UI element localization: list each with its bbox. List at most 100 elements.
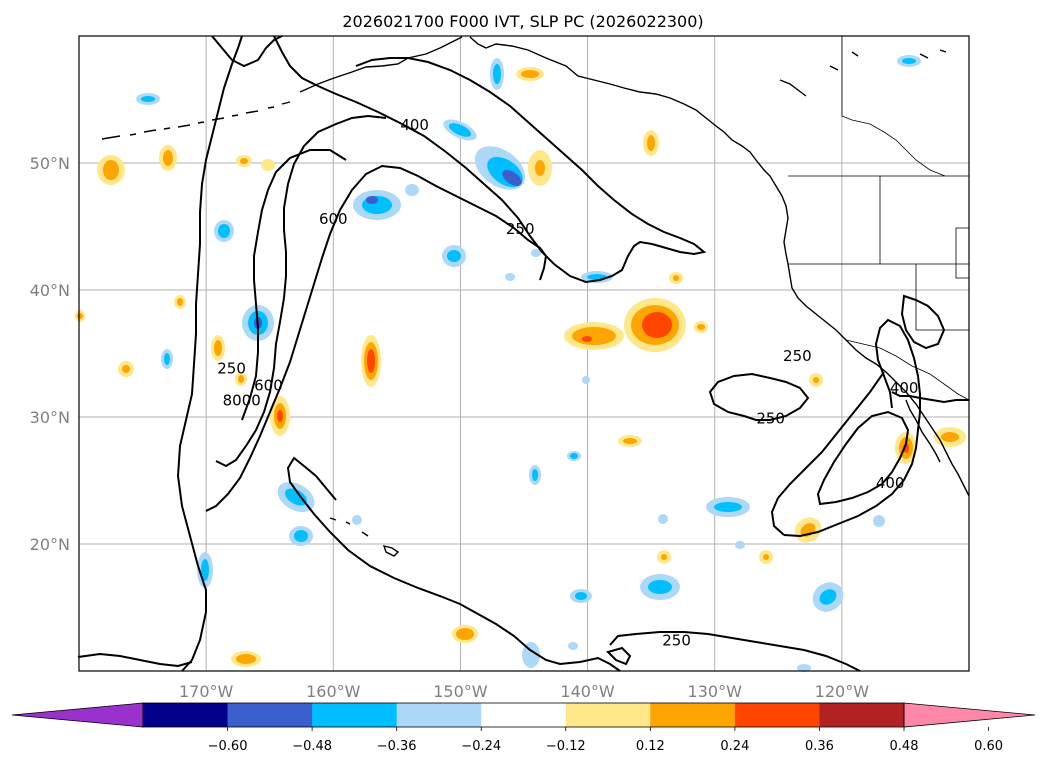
colorbar-tick-label: −0.60 [208,739,248,754]
contour-label: 250 [783,347,812,365]
contour-label: 250 [506,220,535,238]
anomaly-blob [582,376,590,384]
colorbar-tick-label: 0.36 [805,739,834,754]
anomaly-blob [657,550,671,564]
contour-label: 600 [254,376,283,394]
chart-title: 2026021700 F000 IVT, SLP PC (2026022300) [342,12,703,31]
coastline-north-america [299,36,970,497]
anomaly-blob [211,335,225,361]
anomaly-blob [270,396,290,436]
lat-tick-label: 50°N [30,154,70,173]
anomaly-blob [809,373,823,387]
anomaly-blob [528,150,552,186]
colorbar-tick-label: −0.36 [377,739,417,754]
anomaly-blob [352,515,362,525]
anomaly-blob [405,184,419,196]
contour-line [215,114,387,468]
lat-tick-label: 20°N [30,535,70,554]
anomaly-blob [97,155,125,185]
anomaly-blob [624,298,686,352]
anomaly-blob [934,427,966,447]
colorbar-tick-label: −0.12 [546,739,586,754]
anomaly-blob [643,130,659,156]
anomaly-blob [567,451,581,461]
latitude-tick-labels: 20°N 30°N 40°N 50°N [30,154,70,554]
anomaly-blob [161,349,173,369]
map-background [79,36,969,671]
colorbar-tick-label: 0.12 [636,739,665,754]
lat-tick-label: 40°N [30,281,70,300]
lat-tick-label: 30°N [30,408,70,427]
contour-line [241,149,347,421]
lon-tick-label: 140°W [560,682,615,701]
anomaly-blob [873,515,885,527]
shaded-anomalies [75,55,966,672]
colorbar-swatch [819,703,905,727]
colorbar-swatch [312,703,398,727]
colorbar-swatch [396,703,482,727]
colorbar-tick-label: −0.24 [461,739,501,754]
anomaly-blob [570,589,592,603]
anomaly-blob [694,321,708,333]
anomaly-blob [505,273,515,281]
contour-line [609,631,861,672]
anomaly-blob [564,322,624,350]
lon-tick-label: 130°W [688,682,743,701]
anomaly-blob [490,58,504,90]
anomaly-blob [640,574,680,600]
contour-line [891,391,969,404]
colorbar-swatch [734,703,820,727]
colorbar-outline [142,702,905,728]
border-canada-us [788,36,969,331]
colorbar-extend-low [11,702,144,728]
anomaly-blob [522,642,540,668]
anomaly-blob [568,642,578,650]
anomaly-blob [442,245,466,267]
anomaly-blob [529,465,541,485]
contour-line [770,371,885,536]
anomaly-blob [531,249,541,257]
anomaly-blob [75,310,85,322]
lon-tick-label: 120°W [815,682,870,701]
lon-tick-label: 170°W [179,682,234,701]
colorbar-swatch [481,703,567,727]
anomaly-blob [897,55,921,67]
contour-line [900,294,946,350]
contour-lines [77,35,969,672]
anomaly-blob [136,93,160,105]
contour-label: 400 [890,379,919,397]
contour-label: 250 [217,360,246,378]
anomaly-blob [658,514,668,524]
anomaly-blob [474,146,526,190]
coastlines [101,36,970,557]
anomaly-blob [277,481,315,513]
anomaly-blob [353,190,401,220]
anomaly-blob [443,119,477,141]
coastline-aleutians [101,101,291,140]
colorbar-swatch [565,703,651,727]
contour-label: 250 [756,409,785,427]
anomaly-blob [197,552,213,588]
anomaly-blob [735,541,745,549]
contour-label: 250 [662,632,691,650]
anomaly-blob [235,372,247,386]
contour-line [205,164,548,512]
contour-line [816,410,910,506]
anomaly-blob [289,526,313,546]
contour-label: 400 [400,116,429,134]
anomaly-blob [236,155,252,167]
anomaly-blob [759,550,773,564]
contour-label: 400 [876,474,905,492]
colorbar-swatch [143,703,229,727]
colorbar: −0.60 −0.48 −0.36 −0.24 −0.12 0.12 0.24 0.36 0.4… [11,702,1036,754]
anomaly-blob [452,625,478,643]
anomaly-blob [174,295,186,309]
border-us-mexico [845,339,970,401]
contour-line [176,35,243,672]
gridlines [79,36,969,671]
anomaly-blob [669,272,683,284]
anomaly-blob [231,651,261,667]
coastline-islands [779,49,947,97]
